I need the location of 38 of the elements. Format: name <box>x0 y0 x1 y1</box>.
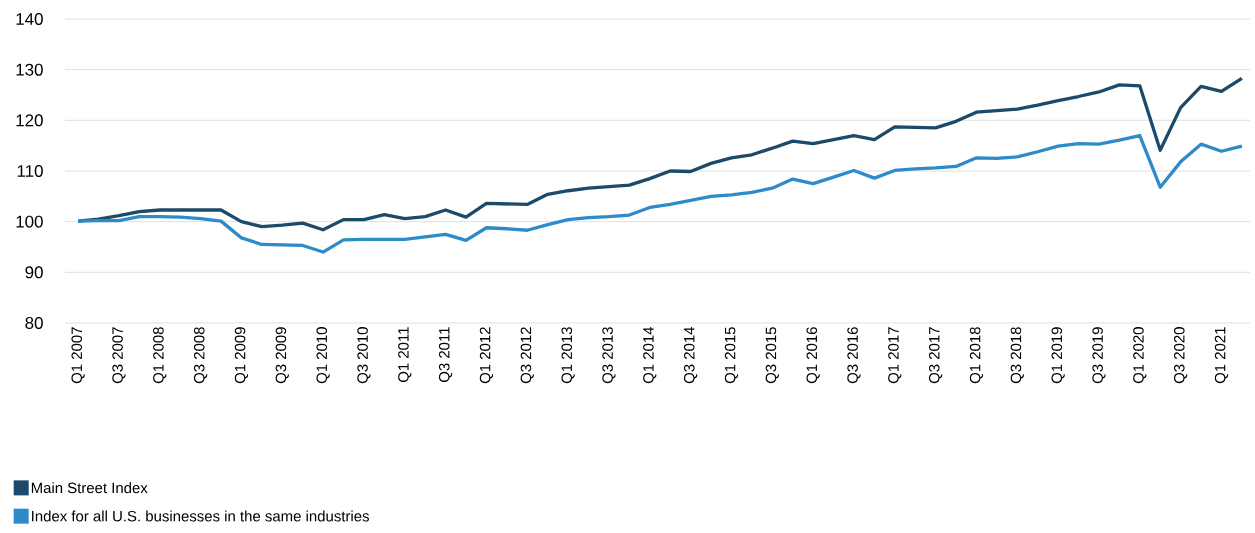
x-tick-label: Q1 2008 <box>153 327 167 384</box>
x-tick-label: Q3 2017 <box>928 327 943 384</box>
x-tick-label: Q3 2016 <box>847 327 861 384</box>
y-tick-label: 80 <box>25 316 43 329</box>
x-tick-label: Q3 2018 <box>1010 327 1024 384</box>
y-tick-label: 140 <box>16 12 43 25</box>
x-tick-label: Q1 2020 <box>1133 327 1147 384</box>
legend-label: Main Street Index <box>31 482 148 494</box>
x-tick-label: Q1 2019 <box>1051 327 1065 384</box>
x-tick-label: Q3 2014 <box>683 326 698 384</box>
x-tick-label: Q1 2017 <box>888 327 902 384</box>
y-tick-label: 110 <box>17 164 43 177</box>
x-tick-label: Q1 2007 <box>71 327 85 384</box>
x-tick-label: Q3 2011 <box>438 327 453 383</box>
y-tick-label: 100 <box>16 215 43 228</box>
x-tick-label: Q1 2011 <box>398 327 412 383</box>
x-tick-label: Q1 2015 <box>724 327 739 384</box>
y-tick-label: 130 <box>16 63 43 76</box>
x-tick-label: Q1 2010 <box>316 327 330 384</box>
x-tick-label: Q1 2018 <box>969 327 984 384</box>
x-tick-label: Q3 2019 <box>1092 327 1106 384</box>
x-tick-label: Q3 2007 <box>112 327 126 384</box>
x-tick-label: Q3 2010 <box>357 327 371 384</box>
x-tick-label: Q1 2021 <box>1214 327 1229 384</box>
x-tick-label: Q3 2008 <box>193 327 208 384</box>
x-tick-label: Q1 2014 <box>643 326 657 384</box>
x-tick-label: Q3 2013 <box>602 327 616 384</box>
legend-label: Index for all U.S. businesses in the same industries <box>32 510 369 522</box>
x-tick-label: Q3 2012 <box>520 327 534 384</box>
y-tick-label: 120 <box>16 114 43 127</box>
x-tick-label: Q3 2009 <box>275 327 289 384</box>
y-tick-label: 90 <box>25 266 43 279</box>
x-tick-label: Q1 2016 <box>806 327 820 384</box>
x-tick-label: Q1 2009 <box>234 327 249 384</box>
x-tick-label: Q3 2020 <box>1173 327 1188 384</box>
x-tick-label: Q1 2013 <box>561 327 575 384</box>
x-tick-label: Q1 2012 <box>479 327 494 384</box>
x-tick-label: Q3 2015 <box>765 327 779 384</box>
